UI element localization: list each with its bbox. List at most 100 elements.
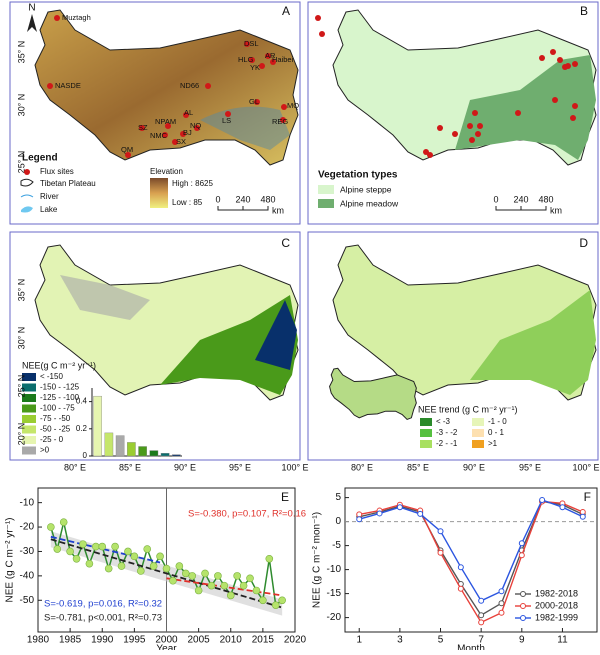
bar — [115, 435, 125, 457]
x-tick-label: 1990 — [91, 635, 114, 646]
data-point — [498, 588, 505, 595]
data-point — [417, 510, 424, 517]
site-label: MQ — [287, 101, 299, 110]
scale-label: 480 — [260, 194, 275, 204]
legend-icon — [21, 206, 33, 213]
flux-site — [319, 31, 325, 37]
data-point — [201, 569, 209, 578]
data-point — [92, 542, 100, 551]
flux-site — [437, 125, 443, 131]
flux-site — [139, 125, 145, 131]
lon-label: 100° E — [281, 462, 308, 472]
legend-swatch — [472, 440, 484, 448]
legend-swatch — [472, 418, 484, 426]
y-tick-label: -10 — [20, 497, 35, 508]
lon-label: 90° E — [174, 462, 196, 472]
lon-label: 90° E — [463, 462, 485, 472]
legend-label: -150 - -125 — [40, 383, 80, 392]
flux-site — [475, 131, 481, 137]
plot-frame — [344, 487, 598, 633]
x-tick-label: 9 — [519, 635, 525, 646]
legend-swatch — [22, 383, 36, 392]
data-point — [478, 612, 485, 619]
lat-label: 20° N — [16, 423, 26, 446]
legend-label: Alpine steppe — [340, 184, 392, 194]
legend-title: NEE(g C m⁻² yr⁻¹) — [22, 360, 96, 370]
legend-swatch — [318, 185, 334, 194]
flux-site — [205, 83, 211, 89]
legend-icon — [20, 178, 34, 187]
scale-unit: km — [272, 205, 284, 215]
site-label: NASDE — [55, 81, 81, 90]
data-point — [66, 547, 74, 556]
data-point — [376, 510, 383, 517]
legend-swatch — [472, 429, 484, 437]
data-point — [143, 545, 152, 553]
lon-label: 80° E — [351, 462, 373, 472]
y-tick-label: -50 — [20, 595, 35, 606]
series-line — [359, 499, 584, 602]
x-axis-label: Year — [156, 644, 177, 650]
north-label: N — [28, 3, 35, 14]
legend-label: -50 - -25 — [40, 425, 71, 434]
data-point — [437, 528, 444, 535]
panel-letter: C — [281, 236, 290, 250]
map-shade — [255, 300, 297, 370]
data-point — [457, 564, 464, 571]
x-tick-label: 2015 — [252, 635, 275, 646]
data-point — [111, 542, 119, 551]
elevation-title: Elevation — [150, 167, 183, 176]
data-point — [124, 547, 132, 556]
data-point — [478, 619, 485, 626]
elevation-low: Low : 85 — [172, 198, 203, 207]
legend-label: 0 - 1 — [488, 428, 505, 437]
y-tick-label: -20 — [327, 612, 342, 623]
flux-site — [281, 104, 287, 110]
site-label: NMC — [150, 131, 168, 140]
north-arrow — [27, 14, 37, 32]
data-point — [498, 609, 505, 616]
y-axis-label: NEE (g C m⁻² mon⁻¹) — [312, 512, 323, 608]
legend-label: -3 - -2 — [436, 428, 458, 437]
trend-label: S=-0.781, p<0.001, R²=0.73 — [44, 613, 162, 624]
data-point — [188, 572, 196, 580]
site-label: AR — [265, 51, 276, 60]
site-label: Muztagh — [62, 13, 91, 22]
elevation-bar — [150, 178, 168, 208]
data-point — [59, 518, 68, 526]
data-point — [265, 554, 274, 563]
y-tick-label: -40 — [20, 571, 35, 582]
bar — [104, 432, 114, 457]
flux-site — [254, 99, 260, 105]
bar — [138, 446, 147, 457]
lat-label: 25° N — [16, 151, 26, 174]
x-tick-label: 1 — [356, 635, 362, 646]
legend-label: Alpine meadow — [340, 198, 399, 208]
data-point — [117, 562, 126, 570]
x-tick-label: 7 — [478, 635, 484, 646]
lat-label: 35° N — [16, 41, 26, 64]
data-point — [278, 596, 286, 605]
legend-swatch — [22, 446, 36, 455]
legend-icon — [24, 169, 30, 175]
legend-label: -2 - -1 — [436, 439, 458, 448]
data-point — [478, 597, 485, 604]
legend-title: Vegetation types — [318, 170, 398, 181]
site-label: REG — [272, 117, 288, 126]
site-label: ND66 — [180, 81, 199, 90]
flux-site — [557, 57, 563, 63]
flux-site — [165, 123, 171, 129]
data-point — [579, 509, 586, 515]
data-point — [149, 562, 158, 570]
legend-swatch — [22, 415, 36, 423]
data-point — [271, 601, 280, 609]
legend-label: < -150 — [40, 372, 63, 381]
flux-site — [570, 115, 576, 121]
site-label: NPAM — [155, 117, 176, 126]
y-tick-label: 0 — [335, 516, 341, 527]
scale-label: 0 — [215, 194, 220, 204]
scale-label: 240 — [235, 194, 250, 204]
lat-label: 25° N — [16, 375, 26, 398]
site-label: YK — [250, 63, 260, 72]
